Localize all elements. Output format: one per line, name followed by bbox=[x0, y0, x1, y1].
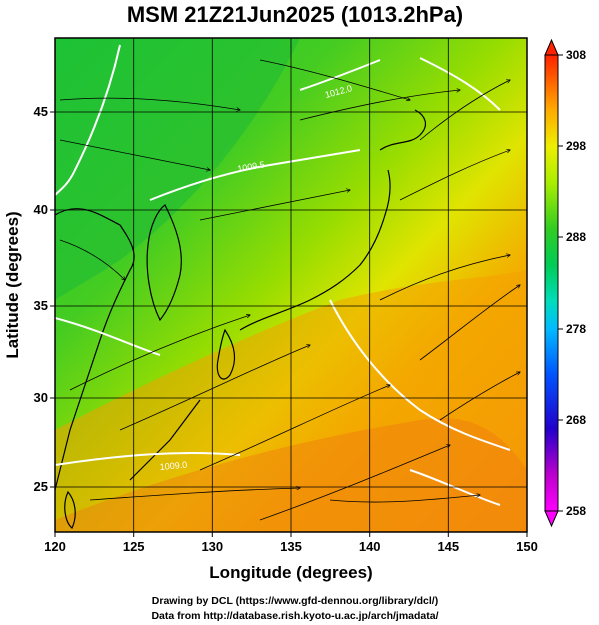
colorbar-min-arrow bbox=[544, 510, 559, 528]
korea-coast bbox=[146, 204, 182, 322]
y-tick-label: 40 bbox=[34, 202, 48, 217]
x-tick-label: 140 bbox=[359, 539, 381, 554]
x-tick-label: 120 bbox=[44, 539, 66, 554]
japan-kyushu bbox=[216, 328, 236, 380]
colorbar-ticks bbox=[558, 54, 563, 512]
japan-honshu bbox=[239, 169, 391, 331]
map-title: MSM 21Z21Jun2025 (1013.2hPa) bbox=[126, 2, 464, 27]
china-coast bbox=[55, 208, 135, 491]
y-axis: 25 30 35 40 45 Latitude (degrees) bbox=[3, 104, 55, 494]
credit-data-source: Data from http://database.rish.kyoto-u.a… bbox=[151, 610, 439, 622]
colorbar: 308 298 288 278 268 258 bbox=[544, 38, 586, 528]
japan-hokkaido bbox=[379, 109, 427, 151]
colorbar-tick-label: 268 bbox=[566, 413, 586, 427]
colorbar-tick-label: 298 bbox=[566, 139, 586, 153]
contour-label: 1009.5 bbox=[237, 159, 266, 174]
x-tick-label: 130 bbox=[201, 539, 223, 554]
x-tick-label: 145 bbox=[437, 539, 459, 554]
y-ticks bbox=[50, 111, 55, 488]
x-tick-label: 125 bbox=[123, 539, 145, 554]
colorbar-tick-label: 278 bbox=[566, 322, 586, 336]
contour-labels: 1009.5 1012.0 1009.0 bbox=[159, 83, 353, 472]
colorbar-tick-label: 308 bbox=[566, 48, 586, 62]
y-tick-label: 45 bbox=[34, 104, 48, 119]
x-axis-label: Longitude (degrees) bbox=[209, 563, 372, 582]
y-tick-label: 35 bbox=[34, 298, 48, 313]
y-tick-label: 25 bbox=[34, 479, 48, 494]
credit-drawing: Drawing by DCL (https://www.gfd-dennou.o… bbox=[151, 595, 439, 607]
wind-streamlines bbox=[59, 59, 520, 521]
taiwan bbox=[64, 490, 76, 529]
isobar-contours bbox=[55, 44, 511, 506]
cool-region bbox=[55, 38, 300, 300]
plot-area: 1009.5 1012.0 1009.0 bbox=[54, 37, 528, 533]
colorbar-max-arrow bbox=[544, 38, 559, 56]
landmasses bbox=[55, 109, 427, 529]
x-ticks bbox=[54, 532, 528, 537]
x-tick-label: 135 bbox=[280, 539, 302, 554]
x-tick-label: 150 bbox=[516, 539, 538, 554]
colorbar-scale bbox=[544, 54, 559, 512]
colorbar-tick-label: 288 bbox=[566, 230, 586, 244]
x-axis: 120 125 130 135 140 145 150 Longitude (d… bbox=[44, 532, 538, 582]
colorbar-tick-label: 258 bbox=[566, 504, 586, 518]
y-axis-label: Latitude (degrees) bbox=[3, 211, 22, 358]
contour-label: 1009.0 bbox=[159, 460, 187, 472]
y-tick-label: 30 bbox=[34, 390, 48, 405]
grid-lines bbox=[55, 38, 527, 532]
ryukyu bbox=[129, 399, 201, 481]
